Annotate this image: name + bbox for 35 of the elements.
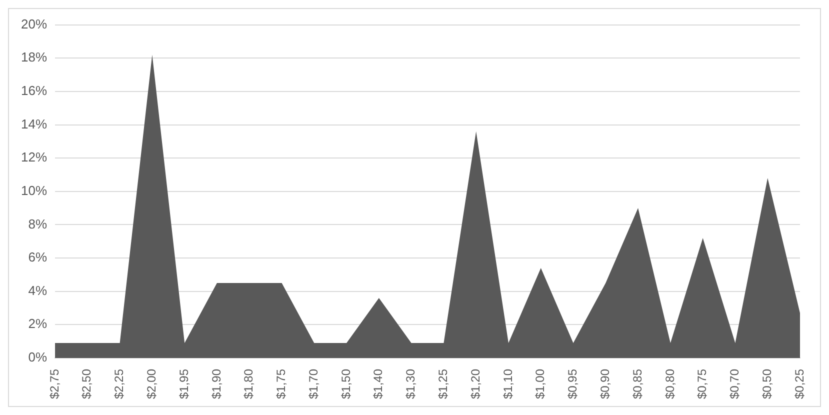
x-tick-label: $2,25 <box>112 368 126 399</box>
y-tick-label: 4% <box>28 282 48 298</box>
x-tick-label: $1,20 <box>468 368 482 399</box>
x-tick-label: $2,50 <box>80 368 94 399</box>
x-tick-label: $0,70 <box>728 368 742 399</box>
y-tick-label: 0% <box>28 350 48 365</box>
x-tick-label: $1,90 <box>209 368 224 399</box>
y-tick-label: 8% <box>28 216 48 232</box>
x-tick-label: $0,25 <box>792 368 806 399</box>
x-tick-label: $0,80 <box>662 368 677 399</box>
x-tick-label: $1,25 <box>436 368 450 399</box>
y-tick-label: 14% <box>20 116 48 132</box>
y-tick-label: 18% <box>20 50 48 65</box>
y-tick-label: 20% <box>20 16 48 32</box>
x-tick-label: $0,50 <box>760 368 774 399</box>
y-tick-label: 12% <box>20 150 48 165</box>
x-tick-label: $1,75 <box>274 368 288 399</box>
x-tick-label: $1,80 <box>242 368 256 399</box>
x-tick-label: $1,50 <box>338 368 353 399</box>
x-tick-label: $0,75 <box>695 368 710 399</box>
x-tick-label: $1,30 <box>404 368 418 399</box>
x-tick-label: $2,75 <box>47 368 62 399</box>
y-tick-label: 10% <box>20 182 48 198</box>
x-tick-label: $0,85 <box>630 368 644 399</box>
x-tick-label: $1,00 <box>533 368 548 399</box>
y-tick-label: 16% <box>20 83 48 98</box>
x-tick-label: $1,95 <box>176 368 191 399</box>
x-tick-label: $0,95 <box>566 368 580 399</box>
x-tick-label: $1,10 <box>500 368 515 399</box>
x-tick-label: $0,90 <box>598 368 612 399</box>
x-tick-label: $1,40 <box>371 368 386 399</box>
x-tick-label: $1,70 <box>306 368 320 399</box>
x-tick-label: $2,00 <box>144 368 159 399</box>
y-tick-label: 6% <box>28 250 48 265</box>
y-tick-label: 2% <box>28 316 48 332</box>
